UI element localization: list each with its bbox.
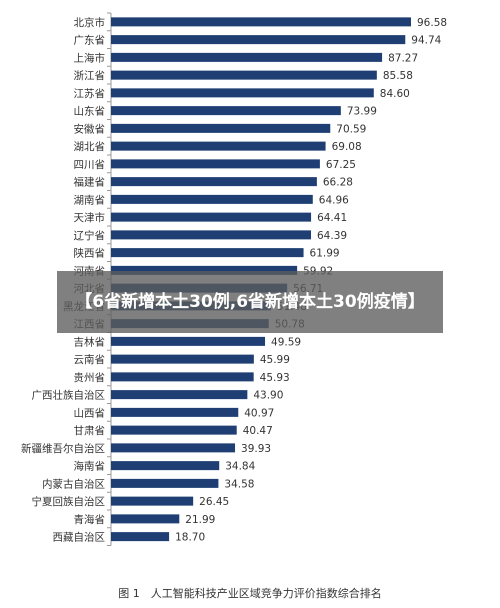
category-label: 辽宁省: [74, 229, 106, 242]
category-label: 安徽省: [74, 122, 106, 135]
value-label: 64.39: [317, 230, 347, 242]
value-label: 67.25: [326, 159, 356, 171]
bar: [111, 106, 341, 116]
category-label: 广东省: [74, 34, 106, 47]
category-label: 山东省: [74, 105, 106, 118]
value-label: 21.99: [185, 514, 215, 526]
bar: [111, 248, 304, 258]
bar: [111, 35, 406, 45]
value-label: 61.99: [310, 248, 340, 260]
category-label: 湖南省: [74, 193, 106, 206]
bar: [111, 230, 312, 240]
value-label: 45.93: [260, 372, 290, 384]
bar: [111, 88, 374, 98]
bar: [111, 212, 312, 222]
bar: [111, 496, 194, 506]
category-label: 贵州省: [74, 371, 106, 384]
category-label: 天津市: [74, 211, 106, 224]
category-label: 福建省: [74, 176, 106, 189]
value-label: 49.59: [271, 336, 301, 348]
bar: [111, 372, 254, 382]
value-label: 69.08: [332, 141, 362, 153]
value-label: 94.74: [411, 35, 441, 47]
value-label: 85.58: [383, 70, 413, 82]
bar: [111, 532, 170, 542]
value-label: 96.58: [417, 17, 447, 29]
headline-text: 【6省新增本土30例,6省新增本土30例疫情】: [75, 292, 425, 312]
value-label: 64.41: [317, 212, 347, 224]
value-label: 73.99: [347, 106, 377, 118]
category-label: 四川省: [74, 158, 106, 171]
bar: [111, 70, 377, 80]
bar: [111, 141, 326, 151]
category-label: 广西壮族自治区: [32, 389, 106, 402]
value-label: 26.45: [199, 496, 229, 508]
value-label: 40.47: [243, 425, 273, 437]
value-label: 34.58: [224, 478, 254, 490]
category-label: 甘肃省: [74, 424, 106, 437]
value-label: 39.93: [241, 443, 271, 455]
category-label: 青海省: [74, 513, 106, 526]
value-label: 66.28: [323, 177, 353, 189]
category-label: 浙江省: [74, 69, 106, 82]
value-label: 70.59: [336, 123, 366, 135]
bar: [111, 336, 266, 346]
category-label: 内蒙古自治区: [42, 477, 105, 490]
category-label: 湖北省: [74, 140, 106, 153]
bar: [111, 478, 219, 488]
bar: [111, 390, 248, 400]
category-label: 海南省: [74, 460, 106, 473]
value-label: 43.90: [253, 390, 283, 402]
figure-caption: 图 1 人工智能科技产业区域竞争力评价指数综合排名: [118, 587, 382, 600]
category-label: 西藏自治区: [53, 531, 106, 544]
bar: [111, 265, 298, 275]
category-label: 吉林省: [74, 335, 106, 348]
bar: [111, 159, 320, 169]
bar: [111, 425, 237, 435]
bar: [111, 194, 313, 204]
category-label: 新疆维吾尔自治区: [21, 442, 105, 455]
category-label: 宁夏回族自治区: [32, 495, 106, 508]
bar: [111, 407, 239, 417]
bar: [111, 123, 331, 133]
bar: [111, 443, 236, 453]
category-label: 北京市: [74, 16, 106, 29]
value-label: 87.27: [388, 52, 418, 64]
bar: [111, 461, 220, 471]
category-label: 陕西省: [74, 247, 106, 260]
category-label: 江苏省: [74, 87, 106, 100]
value-label: 34.84: [225, 461, 255, 473]
value-label: 84.60: [380, 88, 410, 100]
value-label: 40.97: [244, 407, 274, 419]
value-label: 64.96: [319, 194, 349, 206]
bar: [111, 177, 317, 187]
value-label: 18.70: [175, 532, 205, 544]
category-label: 山西省: [74, 406, 106, 419]
value-label: 45.99: [260, 354, 290, 366]
bar: [111, 514, 180, 524]
bar: [111, 354, 254, 364]
category-label: 上海市: [74, 51, 106, 64]
news-headline-overlay: 【6省新增本土30例,6省新增本土30例疫情】: [57, 271, 443, 333]
bar: [111, 17, 411, 27]
category-label: 云南省: [74, 353, 106, 366]
bar: [111, 52, 383, 62]
